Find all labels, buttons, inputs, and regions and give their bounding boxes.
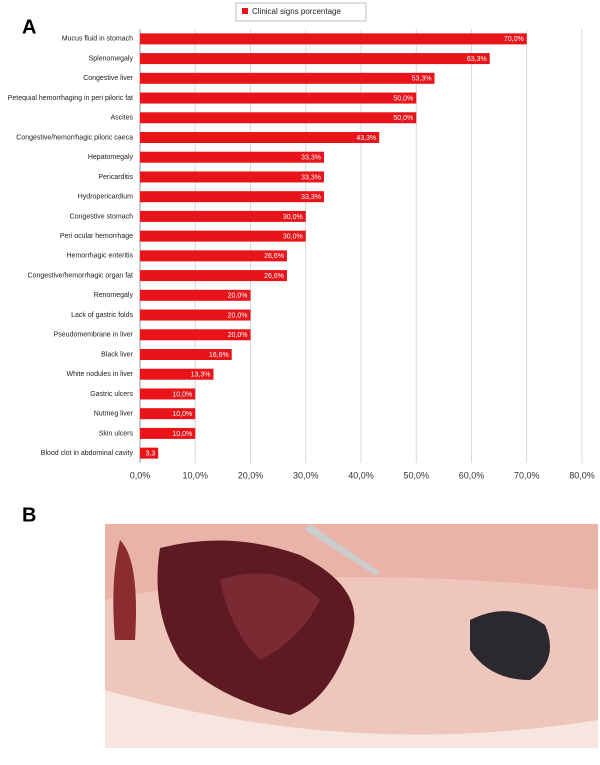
bar xyxy=(140,210,306,222)
organ xyxy=(470,611,550,680)
value-label: 26,6% xyxy=(264,273,284,280)
x-tick-label: 20,0% xyxy=(238,470,264,480)
value-label: 33,3% xyxy=(301,174,321,181)
x-tick-label: 50,0% xyxy=(403,470,429,480)
tissue xyxy=(105,690,598,748)
value-label: 53,3% xyxy=(412,76,432,83)
bar xyxy=(140,329,251,341)
value-label: 33,3% xyxy=(301,155,321,162)
value-label: 50,0% xyxy=(393,115,413,122)
bar xyxy=(140,230,306,242)
x-tick-label: 40,0% xyxy=(348,470,374,480)
photo xyxy=(105,524,598,748)
bar xyxy=(140,112,417,124)
bar xyxy=(140,408,196,420)
bar xyxy=(140,270,287,282)
probe xyxy=(305,524,380,576)
value-label: 20,0% xyxy=(228,332,248,339)
value-label: 70,0% xyxy=(504,36,524,43)
x-tick-label: 30,0% xyxy=(293,470,319,480)
y-tick-label: White nodules in liver xyxy=(66,371,133,378)
organ xyxy=(113,540,136,640)
value-label: 33,3% xyxy=(301,194,321,201)
y-tick-label: Renomegaly xyxy=(94,292,134,299)
value-label: 20,0% xyxy=(228,293,248,300)
y-tick-label: Black liver xyxy=(101,351,134,358)
y-tick-label: Hydropericardium xyxy=(78,194,133,201)
bar xyxy=(140,171,324,183)
bar xyxy=(140,250,287,262)
y-tick-label: Blood clot in abdominal cavity xyxy=(41,450,134,457)
y-tick-label: Petequial hemorrhaging in peri piloric f… xyxy=(8,95,133,102)
value-label: 30,0% xyxy=(283,233,303,240)
bar xyxy=(140,309,251,321)
bar xyxy=(140,349,232,360)
y-tick-label: Hepatomegaly xyxy=(88,154,134,161)
y-tick-label: Mucus fluid in stomach xyxy=(62,36,133,43)
bar xyxy=(140,427,196,439)
value-label: 16,6% xyxy=(209,352,229,359)
y-tick-label: Lack of gastric folds xyxy=(71,312,133,319)
x-tick-label: 60,0% xyxy=(459,470,485,480)
value-label: 50,0% xyxy=(393,95,413,102)
y-tick-label: Pseudomembrane in liver xyxy=(54,332,134,339)
legend-frame xyxy=(235,2,367,22)
y-tick-label: Splenomegaly xyxy=(89,55,134,62)
x-tick-label: 10,0% xyxy=(182,470,208,480)
value-label: 20,0% xyxy=(228,312,248,319)
value-label: 63,3% xyxy=(467,56,487,63)
bar xyxy=(140,191,324,203)
y-tick-label: Skin ulcers xyxy=(99,430,134,437)
y-tick-label: Gastric ulcers xyxy=(90,391,133,398)
y-tick-label: Congestive/hemorrhagic piloric caeca xyxy=(16,134,133,141)
y-tick-label: Nutmeg liver xyxy=(94,411,134,418)
bar xyxy=(140,447,159,459)
value-label: 26,6% xyxy=(264,253,284,260)
x-tick-label: 0,0% xyxy=(130,470,151,480)
y-tick-label: Ascites xyxy=(110,115,133,122)
value-label: 30,0% xyxy=(283,214,303,221)
bar xyxy=(140,33,527,45)
liver-highlight xyxy=(220,573,320,660)
bar xyxy=(140,289,251,301)
bar xyxy=(140,92,417,104)
bar xyxy=(140,132,380,143)
y-tick-label: Peri ocular hemorrhage xyxy=(60,233,133,240)
bar xyxy=(140,72,435,84)
value-label: 13,3% xyxy=(191,372,211,379)
legend-swatch xyxy=(242,8,248,14)
value-label: 3,3 xyxy=(145,450,155,457)
y-tick-label: Congestive/hemorrhagic organ fat xyxy=(28,272,134,279)
bar xyxy=(140,151,324,163)
bar xyxy=(140,388,196,400)
bar xyxy=(140,368,214,380)
value-label: 10,0% xyxy=(172,391,192,398)
x-tick-label: 80,0% xyxy=(569,470,595,480)
value-label: 10,0% xyxy=(172,411,192,418)
y-tick-label: Hemorrhagic enteritis xyxy=(66,253,133,260)
legend-label: Clinical signs porcentage xyxy=(252,7,341,16)
panel-label: B xyxy=(22,504,36,526)
y-tick-label: Congestive liver xyxy=(83,75,133,82)
y-tick-label: Pericarditis xyxy=(98,174,133,181)
y-tick-label: Congestive stomach xyxy=(70,213,134,220)
x-tick-label: 70,0% xyxy=(514,470,540,480)
bar xyxy=(140,53,490,65)
value-label: 10,0% xyxy=(172,431,192,438)
value-label: 43,3% xyxy=(356,135,376,142)
panel-label: A xyxy=(22,16,36,38)
